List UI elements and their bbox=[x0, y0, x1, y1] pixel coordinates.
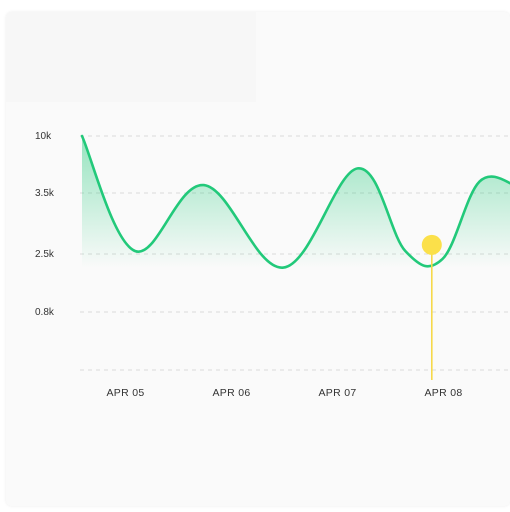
y-axis-ticks: 10k 3.5k 2.5k 0.8k bbox=[35, 131, 55, 318]
y-tick-label: 3.5k bbox=[35, 188, 55, 199]
x-tick-label: APR 07 bbox=[319, 387, 357, 399]
x-tick-label: APR 06 bbox=[213, 387, 251, 399]
highlight-marker[interactable] bbox=[421, 234, 442, 255]
series-area-fill bbox=[82, 136, 510, 268]
y-tick-label: 2.5k bbox=[35, 249, 55, 260]
x-tick-label: APR 08 bbox=[425, 387, 463, 399]
card-header-area bbox=[6, 12, 256, 102]
y-tick-label: 0.8k bbox=[35, 307, 55, 318]
series-line bbox=[80, 134, 510, 269]
x-tick-label: APR 05 bbox=[107, 387, 145, 399]
y-tick-label: 10k bbox=[35, 131, 52, 142]
x-axis-ticks: APR 05 APR 06 APR 07 APR 08 bbox=[107, 387, 463, 399]
